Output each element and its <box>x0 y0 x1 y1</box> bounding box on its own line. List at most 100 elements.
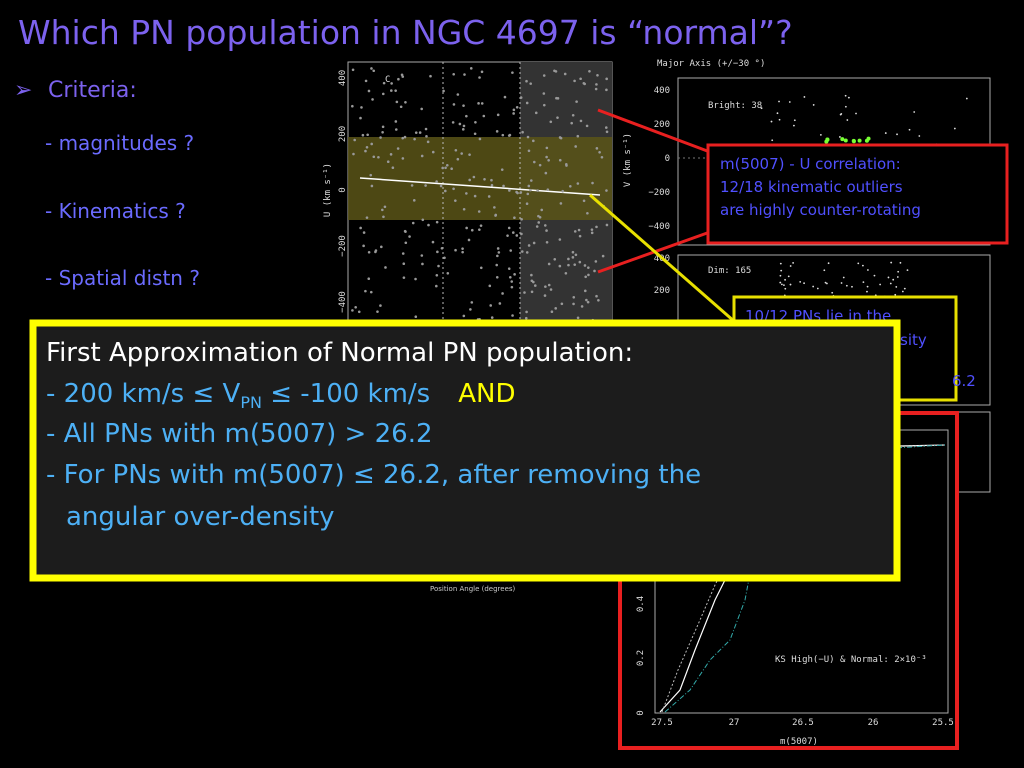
decor-dot <box>563 72 567 76</box>
decor-dot <box>488 284 492 288</box>
decor-dot <box>547 158 550 162</box>
decor-dot <box>605 77 608 81</box>
decor-dot <box>520 217 523 221</box>
decor-dot <box>477 210 481 213</box>
decor-dot <box>540 208 544 212</box>
decor-dot <box>446 271 450 275</box>
decor-dot <box>580 305 584 308</box>
decor-dot <box>525 101 529 105</box>
decor-dot <box>479 266 483 270</box>
decor-dot <box>816 287 819 290</box>
decor-dot <box>787 275 790 278</box>
decor-dot <box>362 244 365 248</box>
decor-dot <box>866 290 868 293</box>
criteria-item: - magnitudes ? <box>45 131 194 155</box>
decor-dot <box>586 211 589 215</box>
decor-dot <box>512 108 516 112</box>
decor-dot <box>588 69 591 73</box>
decor-dot <box>536 189 539 192</box>
decor-dot <box>454 248 457 252</box>
connector <box>597 108 711 154</box>
decor-dot <box>530 273 533 277</box>
decor-dot <box>445 163 449 167</box>
decor-dot <box>844 94 847 97</box>
decor-dot <box>864 138 869 143</box>
decor-dot <box>395 100 399 104</box>
decor-dot <box>496 254 499 258</box>
decor-dot <box>779 274 782 277</box>
tick-label: 27.5 <box>651 718 673 728</box>
decor-dot <box>401 157 405 160</box>
decor-dot <box>359 226 362 230</box>
decor-dot <box>421 262 424 266</box>
decor-dot <box>553 257 557 261</box>
decor-dot <box>587 266 590 269</box>
decor-dot <box>410 184 414 187</box>
decor-dot <box>525 202 529 205</box>
curve <box>664 444 946 713</box>
decor-dot <box>779 262 782 265</box>
decor-dot <box>479 224 483 227</box>
decor-dot <box>396 147 400 150</box>
box-line: - All PNs with m(5007) > 26.2 <box>46 419 433 449</box>
decor-dot <box>381 130 384 134</box>
decor-dot <box>508 275 512 279</box>
decor-dot <box>361 133 365 137</box>
decor-dot <box>590 231 594 235</box>
decor-dot <box>851 139 856 144</box>
fit-line <box>359 177 601 196</box>
decor-dot <box>605 223 609 227</box>
decor-dot <box>847 96 850 99</box>
decor-dot <box>573 230 577 233</box>
decor-dot <box>441 166 444 170</box>
decor-dot <box>803 96 806 98</box>
decor-dot <box>819 133 822 136</box>
decor-dot <box>895 286 898 288</box>
tick-label: 200 <box>654 286 670 296</box>
decor-dot <box>784 287 787 290</box>
decor-dot <box>535 225 539 228</box>
decor-dot <box>503 95 507 99</box>
decor-dot <box>435 220 439 224</box>
text: ≤ -100 km/s <box>262 379 430 409</box>
decor-dot <box>591 181 594 185</box>
decor-dot <box>803 282 805 285</box>
decor-dot <box>571 256 575 259</box>
decor-dot <box>532 139 535 143</box>
decor-dot <box>383 205 387 209</box>
decor-dot <box>384 266 387 269</box>
decor-dot <box>460 152 463 155</box>
decor-dot <box>352 152 355 156</box>
decor-dot <box>894 293 897 296</box>
decor-dot <box>480 70 484 74</box>
box-line: - For PNs with m(5007) ≤ 26.2, after rem… <box>46 460 701 490</box>
decor-dot <box>367 277 371 281</box>
decor-dot <box>582 199 586 203</box>
decor-dot <box>501 133 505 137</box>
decor-dot <box>544 171 548 175</box>
decor-dot <box>510 280 514 283</box>
decor-dot <box>527 184 531 188</box>
decor-dot <box>461 128 465 131</box>
decor-dot <box>468 153 471 156</box>
decor-dot <box>465 114 468 118</box>
decor-dot <box>556 116 559 119</box>
decor-dot <box>478 76 481 79</box>
decor-dot <box>351 309 354 312</box>
decor-dot <box>370 184 374 188</box>
decor-dot <box>462 207 466 211</box>
decor-dot <box>590 228 594 231</box>
decor-dot <box>513 216 516 220</box>
decor-dot <box>585 298 588 302</box>
decor-dot <box>789 283 792 286</box>
criteria-item: - Spatial distn ? <box>45 266 200 290</box>
decor-dot <box>887 276 890 279</box>
decor-dot <box>578 234 582 238</box>
decor-dot <box>547 283 551 287</box>
decor-dot <box>594 87 598 91</box>
decor-dot <box>601 254 605 258</box>
decor-dot <box>583 264 587 267</box>
decor-dot <box>465 192 468 195</box>
decor-dot <box>778 118 781 121</box>
decor-dot <box>789 265 792 267</box>
